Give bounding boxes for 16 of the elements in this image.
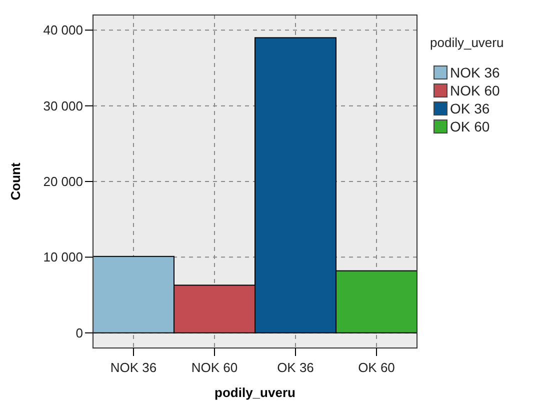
x-tick-label: OK 60	[358, 360, 395, 375]
y-tick-label: 0	[76, 325, 83, 340]
y-tick-label: 10 000	[43, 250, 83, 265]
y-tick-label: 30 000	[43, 98, 83, 114]
x-axis-title: podily_uveru	[214, 385, 296, 400]
y-tick-label: 20 000	[43, 174, 83, 190]
legend-label: OK 60	[450, 118, 490, 134]
y-tick-label: 40 000	[43, 22, 83, 38]
x-tick-label: OK 36	[277, 360, 314, 375]
x-tick-label: NOK 60	[191, 360, 238, 375]
legend-label: OK 36	[450, 100, 490, 116]
legend-label: NOK 36	[450, 64, 500, 80]
x-tick-label: NOK 36	[110, 360, 157, 375]
legend-title: podily_uveru	[430, 35, 504, 50]
legend-label: NOK 60	[450, 82, 500, 98]
y-axis-title: Count	[8, 162, 23, 200]
